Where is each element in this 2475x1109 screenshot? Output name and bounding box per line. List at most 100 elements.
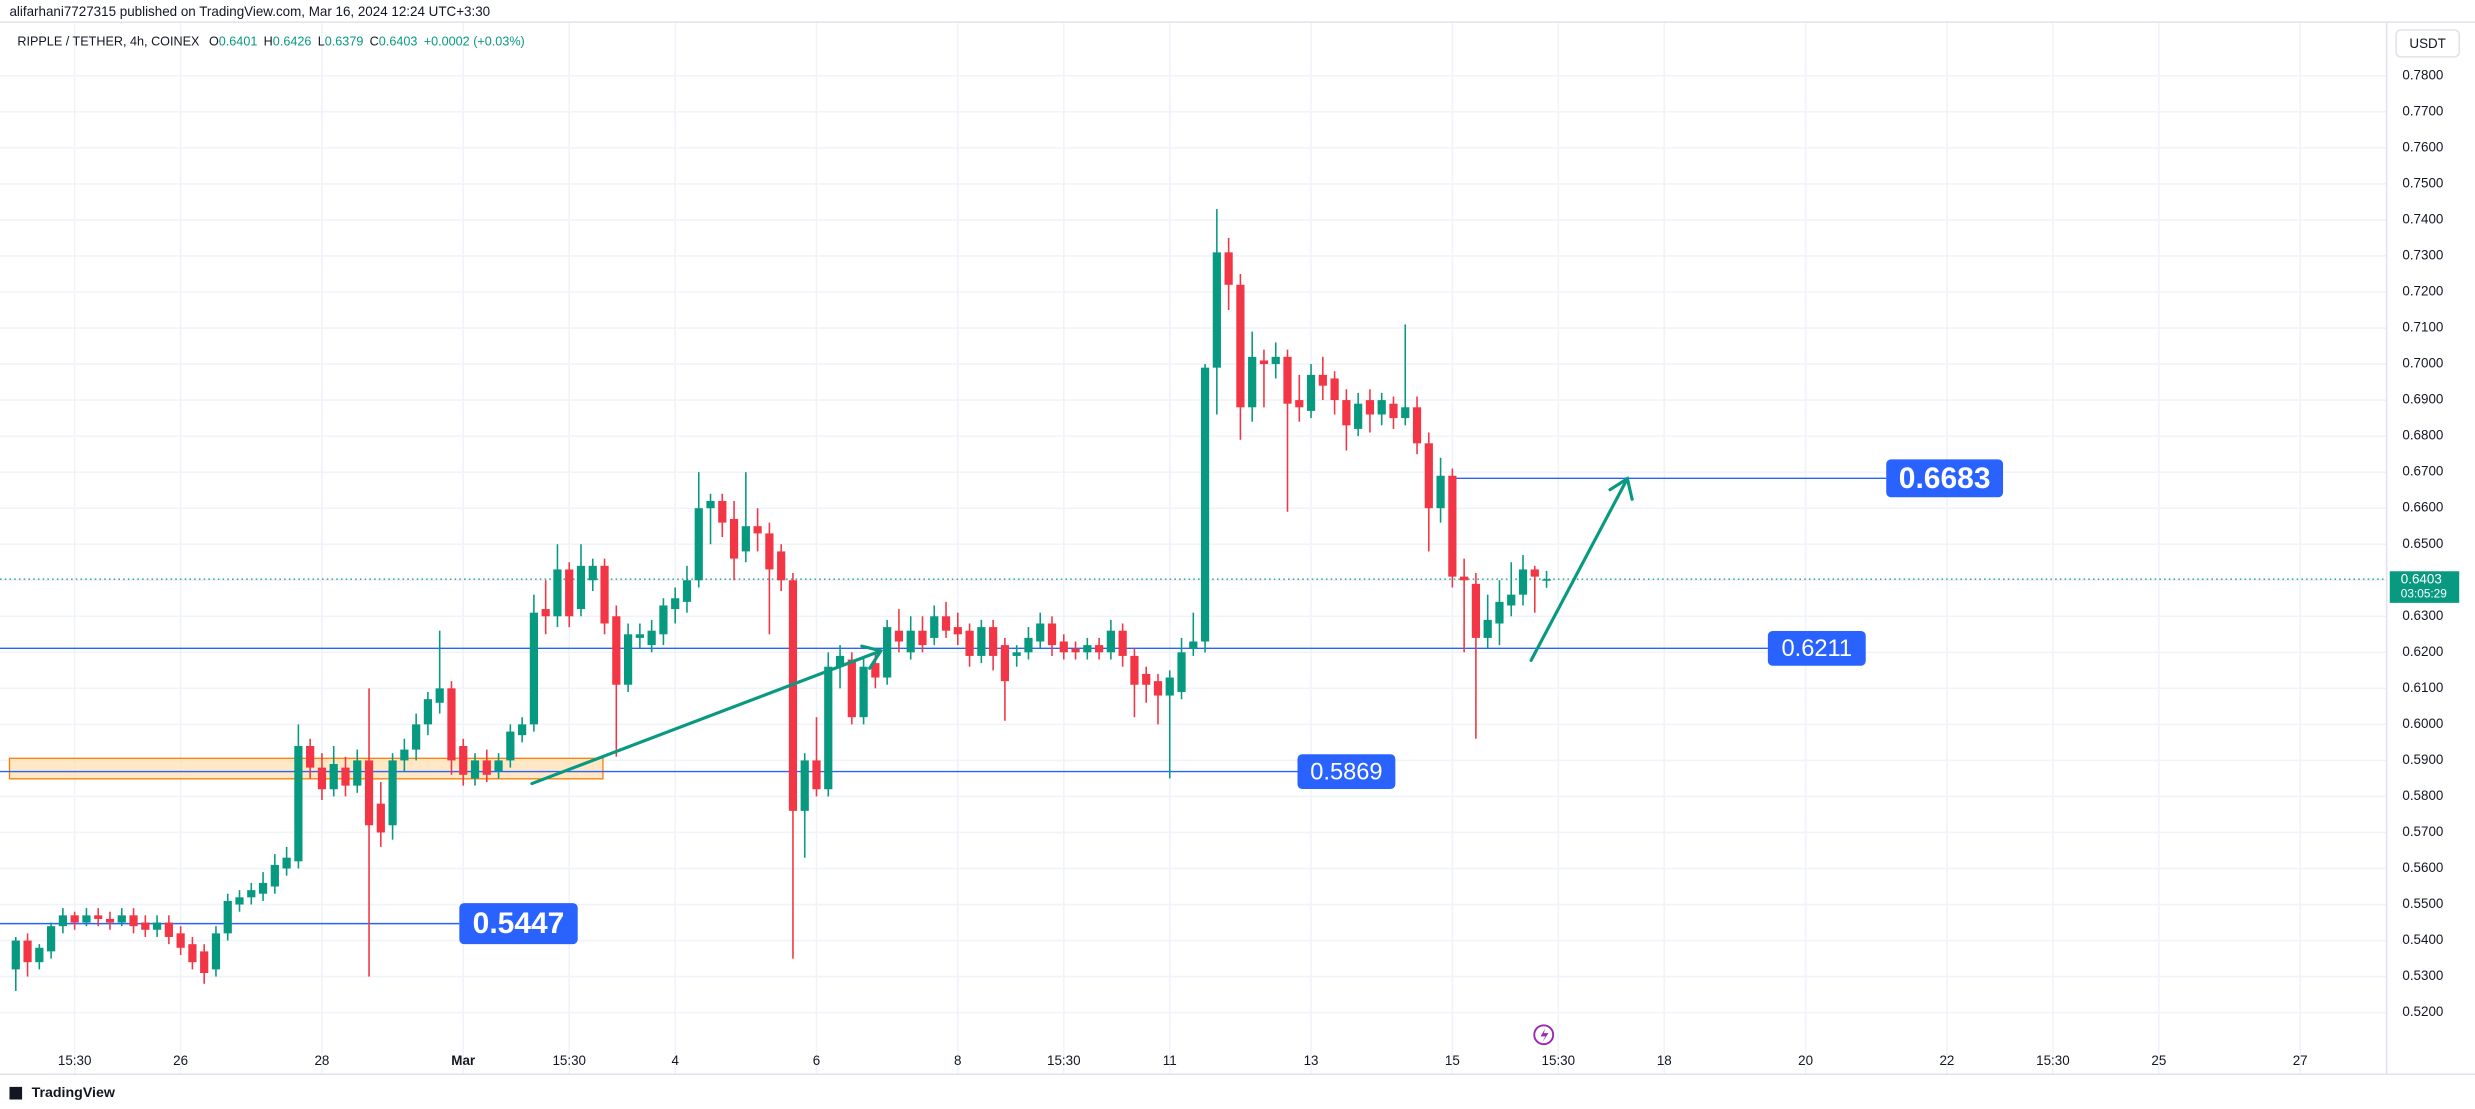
candle-body (1354, 403, 1363, 429)
y-tick-label: 0.5800 (2402, 788, 2443, 803)
candle-body (553, 569, 562, 617)
candle-body (470, 760, 480, 779)
candle-body (600, 565, 609, 624)
y-tick-label: 0.5300 (2402, 968, 2443, 983)
candle-body (1259, 360, 1269, 365)
candle-body (200, 951, 209, 973)
candle-body (694, 508, 703, 581)
candle-body (47, 926, 56, 952)
candle-body (11, 940, 20, 970)
x-tick-label: 15:30 (2036, 1053, 2070, 1068)
y-tick-label: 0.5900 (2402, 752, 2443, 767)
candle-body (1448, 475, 1457, 577)
logo-mark (9, 1086, 23, 1100)
x-tick-label: 25 (2151, 1053, 2166, 1068)
candle-body (164, 922, 173, 937)
candle-body (364, 760, 374, 826)
candle-body (211, 933, 221, 970)
candle-body (518, 724, 527, 736)
candle-body (270, 864, 279, 887)
candle-body (141, 922, 150, 930)
candle-body (1059, 641, 1068, 653)
countdown: 03:05:29 (2401, 586, 2447, 600)
candle-body (576, 565, 586, 610)
candle-body (1118, 630, 1127, 656)
candle-body (671, 598, 680, 610)
candle-body (1153, 681, 1163, 696)
y-tick-label: 0.6900 (2402, 392, 2443, 407)
arrow (1529, 477, 1629, 662)
candle-body (647, 630, 656, 646)
candle-body (1000, 645, 1010, 682)
candle-body (1094, 645, 1104, 653)
candle-body (1106, 630, 1115, 653)
candle-body (400, 749, 409, 761)
candle-body (729, 518, 739, 559)
candle-body (612, 616, 621, 685)
x-tick-label: 27 (2293, 1053, 2308, 1068)
candle-body (447, 688, 456, 761)
level-label: 0.5447 (473, 907, 565, 940)
candle-body (353, 760, 362, 786)
y-tick-label: 0.6500 (2402, 536, 2443, 551)
currency[interactable]: USDT (2409, 36, 2445, 51)
candle-body (1542, 579, 1551, 581)
y-tick-label: 0.7100 (2402, 320, 2443, 335)
x-tick-label: 28 (314, 1053, 329, 1068)
candle-body (435, 688, 444, 703)
candle-body (459, 745, 468, 775)
candle-body (1283, 356, 1292, 404)
candle-body (859, 666, 868, 718)
logo (9, 1086, 23, 1100)
candle-body (1318, 374, 1327, 386)
candle-body (1412, 407, 1422, 444)
candle-body (376, 803, 385, 833)
candle-body (1189, 641, 1198, 649)
candle-body (1248, 356, 1257, 408)
level-box (1297, 754, 1396, 789)
candle-body (788, 580, 798, 811)
candle-body (847, 659, 856, 718)
candle-body (965, 630, 974, 656)
y-tick-label: 0.6100 (2402, 680, 2443, 695)
event-bolt (1540, 1028, 1549, 1043)
y-tick-label: 0.6600 (2402, 500, 2443, 515)
x-tick-label: 15:30 (1542, 1053, 1576, 1068)
candle-body (1518, 569, 1528, 595)
candle-body (800, 760, 809, 811)
candle-body (294, 745, 303, 862)
candle-body (306, 745, 315, 768)
x-tick-label: 8 (954, 1053, 961, 1068)
published: alifarhani7727315 published on TradingVi… (9, 4, 490, 19)
price-tag-value: 0.6403 (2401, 572, 2442, 587)
candle-body (1377, 400, 1386, 415)
candle-body (1330, 378, 1339, 401)
candle-body (883, 627, 892, 678)
value: 0.6403 (379, 35, 418, 49)
candle-body (412, 724, 421, 750)
candle-body (930, 616, 939, 638)
candle-body (1142, 673, 1151, 685)
candle-body (258, 882, 268, 894)
candle-body (176, 933, 185, 948)
candle-body (741, 526, 750, 552)
candle-body (1507, 594, 1516, 606)
x-tick-label: 15:30 (552, 1053, 586, 1068)
currency-box[interactable] (2395, 29, 2461, 58)
y-tick-label: 0.5200 (2402, 1004, 2443, 1019)
candle-body (1460, 576, 1469, 581)
candle-body (1436, 475, 1445, 509)
candle-body (635, 634, 644, 638)
candle-body (529, 612, 538, 725)
candle-body (1071, 648, 1080, 653)
candle-body (812, 760, 821, 790)
candle-body (1530, 569, 1539, 577)
y-tick-label: 0.6700 (2402, 464, 2443, 479)
candle-body (1165, 677, 1174, 696)
key: O (209, 35, 219, 49)
candle-body (753, 526, 762, 534)
candle-body (623, 634, 633, 685)
key: H (264, 35, 273, 49)
candle-body (282, 857, 291, 869)
